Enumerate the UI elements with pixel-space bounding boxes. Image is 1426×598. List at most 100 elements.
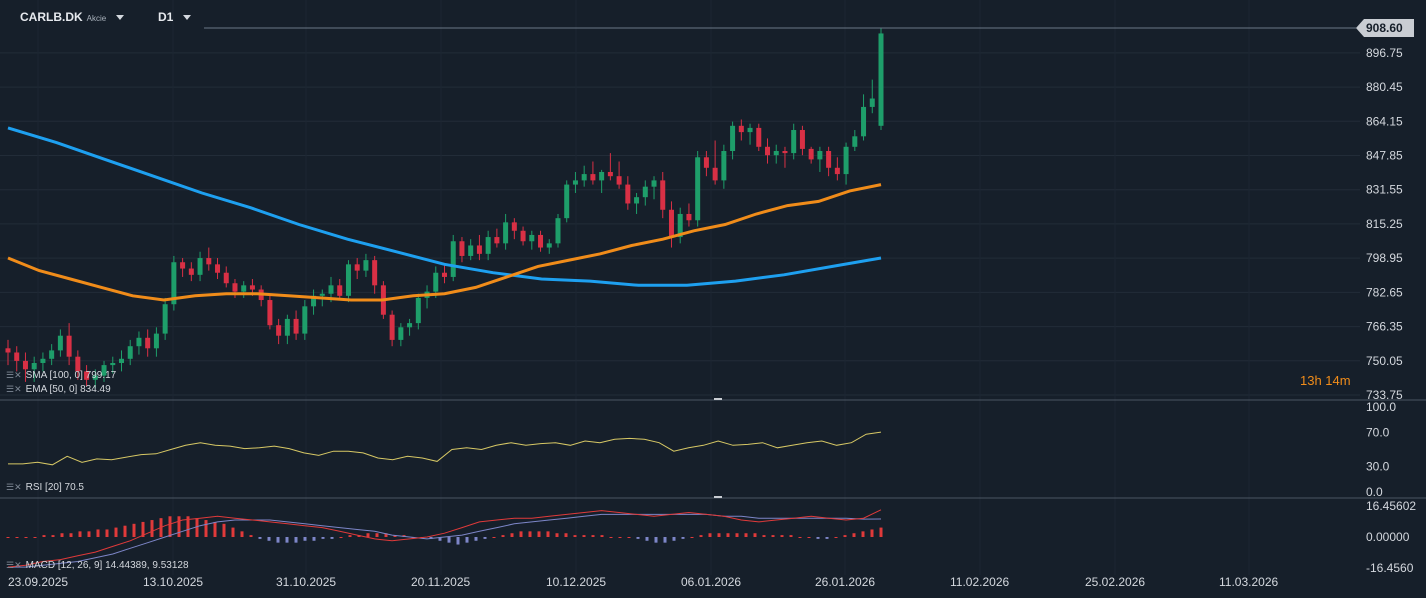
candle-body [355,264,360,270]
timeframe-label: D1 [158,10,173,24]
macd-histogram-bar [754,533,757,537]
candle-body [765,147,770,155]
settings-close-icon[interactable]: ☰✕ [6,370,22,380]
macd-histogram-bar [223,524,226,537]
macd-histogram-bar [169,516,172,537]
candle-body [590,174,595,180]
candle-body [721,151,726,180]
macd-histogram-bar [574,535,577,537]
candle-body [468,245,473,255]
candle-body [302,306,307,333]
macd-histogram-bar [448,537,451,543]
chevron-down-icon [183,15,191,20]
candle-body [224,273,229,283]
candle-body [294,319,299,334]
y-tick-label: 880.45 [1366,80,1403,94]
macd-histogram-bar [367,533,370,537]
macd-histogram-bar [34,537,37,538]
y-tick-label: 864.15 [1366,114,1403,128]
timeframe-selector[interactable]: D1 [158,10,191,24]
x-tick-label: 11.03.2026 [1219,575,1278,589]
candle-body [477,245,482,253]
macd-histogram-bar [844,535,847,537]
candle-body [215,264,220,272]
macd-histogram-bar [214,522,217,537]
candle-body [555,218,560,243]
settings-close-icon[interactable]: ☰✕ [6,482,22,492]
candle-body [748,128,753,132]
candle-body [529,235,534,241]
macd-histogram-bar [655,537,658,543]
macd-legend[interactable]: ☰✕MACD [12, 26, 9] 14.44389, 9.53128 [6,560,189,571]
rsi-tick-label: 0.0 [1366,485,1383,499]
candle-body [320,294,325,296]
symbol-selector[interactable]: CARLB.DKAkcie [20,10,124,24]
macd-histogram-bar [619,537,622,538]
macd-histogram-bar [484,537,487,539]
x-tick-label: 23.09.2025 [8,575,68,589]
candle-body [879,33,884,125]
candle-body [128,346,133,359]
candle-body [40,359,45,363]
candle-body [617,176,622,184]
macd-tick-label: -16.4560 [1366,561,1414,575]
y-tick-label: 766.35 [1366,320,1403,334]
candle-body [198,258,203,275]
macd-histogram-bar [133,524,136,537]
macd-histogram-bar [241,531,244,537]
candle-body [800,130,805,149]
macd-histogram-bar [349,535,352,537]
macd-histogram-bar [466,537,469,543]
candle-body [643,187,648,197]
macd-histogram-bar [178,516,181,537]
x-tick-label: 25.02.2026 [1085,575,1145,589]
settings-close-icon[interactable]: ☰✕ [6,560,22,570]
macd-histogram-bar [259,537,262,539]
macd-line [8,510,881,567]
candle-body [486,237,491,254]
settings-close-icon[interactable]: ☰✕ [6,384,22,394]
candle-body [494,237,499,243]
sma-legend[interactable]: ☰✕SMA [100, 0] 799.17 [6,370,116,381]
candle-body [32,363,37,369]
ema-legend[interactable]: ☰✕EMA [50, 0] 834.49 [6,384,111,395]
candle-body [538,235,543,248]
rsi-tick-label: 30.0 [1366,460,1390,474]
candle-body [23,361,28,369]
candle-body [110,363,115,365]
macd-histogram-bar [106,529,109,537]
macd-histogram-bar [592,535,595,537]
candle-body [564,185,569,219]
x-tick-label: 13.10.2025 [143,575,203,589]
candle-body [180,262,185,268]
candle-body [582,174,587,180]
candle-body [390,315,395,340]
candle-body [136,338,141,346]
macd-histogram-bar [331,537,334,539]
candle-body [407,323,412,327]
macd-histogram-bar [862,531,865,537]
y-tick-label: 896.75 [1366,46,1403,60]
macd-histogram-bar [871,529,874,537]
x-tick-label: 11.02.2026 [950,575,1009,589]
candle-body [67,336,72,357]
candle-body [163,304,168,333]
candle-body [852,136,857,146]
candle-body [756,128,761,147]
candle-body [276,325,281,335]
macd-histogram-bar [115,528,118,537]
candle-body [503,222,508,243]
macd-histogram-bar [250,535,253,537]
candle-body [521,231,526,241]
candle-body [652,180,657,186]
candle-timer: 13h 14m [1300,373,1351,388]
candle-body [433,273,438,292]
macd-histogram-bar [295,537,298,543]
macd-histogram-bar [205,520,208,537]
rsi-legend[interactable]: ☰✕RSI [20] 70.5 [6,482,84,493]
macd-histogram-bar [538,531,541,537]
candle-body [442,273,447,277]
macd-histogram-bar [691,537,694,538]
macd-histogram-bar [52,535,55,537]
